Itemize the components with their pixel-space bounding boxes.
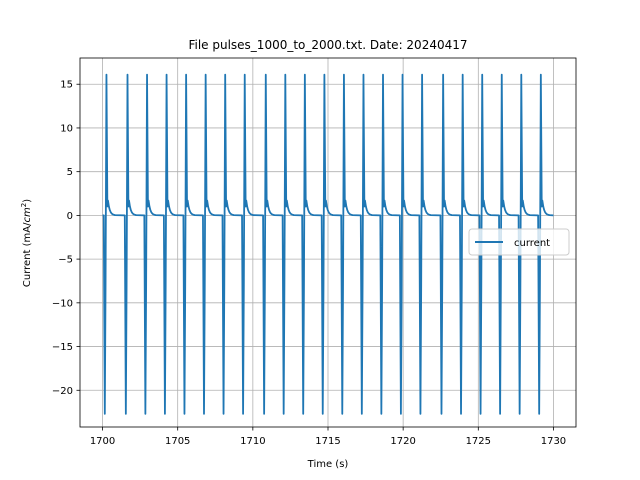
y-axis-label: Current (mA/cm2)	[20, 199, 33, 287]
y-tick-label: 0	[67, 211, 73, 222]
x-tick-label: 1725	[466, 436, 491, 447]
legend: current	[468, 228, 570, 256]
y-tick-label: 5	[67, 167, 73, 178]
x-tick-label: 1700	[90, 436, 115, 447]
y-axis-label-exponent: 2	[20, 203, 28, 207]
y-tick-label: −20	[52, 386, 73, 397]
x-tick-label: 1705	[165, 436, 190, 447]
y-tick-label: −5	[58, 255, 73, 266]
x-tick-label: 1715	[315, 436, 340, 447]
y-tick-label: −15	[52, 342, 73, 353]
legend-box	[468, 228, 570, 256]
y-axis-label-prefix: Current (mA/	[22, 222, 33, 287]
y-axis-label-unit: cm	[22, 207, 33, 222]
legend-label-current: current	[514, 238, 550, 249]
x-tick-label: 1730	[541, 436, 566, 447]
x-axis-label: Time (s)	[307, 459, 349, 470]
y-tick-label: −10	[52, 298, 73, 309]
y-axis-label-suffix: )	[22, 199, 33, 203]
chart-title: File pulses_1000_to_2000.txt. Date: 2024…	[188, 38, 467, 52]
y-axis: 15 10 5 0 −5 −10 −15 −20	[52, 80, 80, 397]
x-tick-label: 1720	[390, 436, 415, 447]
y-tick-label: 10	[60, 123, 73, 134]
x-axis: 1700 1705 1710 1715 1720 1725 1730	[90, 427, 566, 447]
y-tick-label: 15	[60, 80, 73, 91]
x-tick-label: 1710	[240, 436, 265, 447]
